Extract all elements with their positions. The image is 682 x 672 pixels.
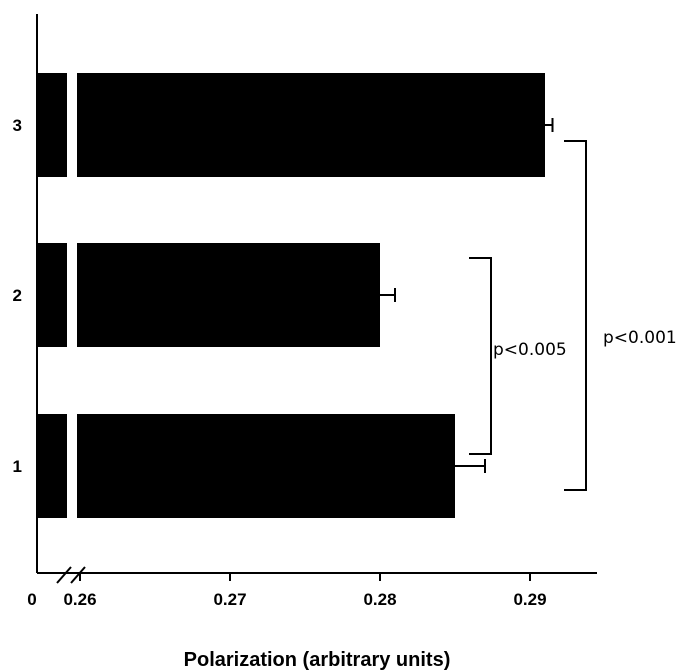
y-tick-label-2: 2 [13, 286, 22, 305]
axes-layer [36, 14, 597, 584]
significance-label-1: p<0.005 [493, 340, 567, 360]
significance-bracket-2 [564, 140, 587, 491]
bar-3-stub [37, 73, 67, 177]
axis-break-mark-1 [56, 566, 72, 584]
bar-1 [77, 414, 455, 518]
bar-2-stub [37, 243, 67, 347]
x-tick-label-0.26: 0.26 [63, 590, 96, 609]
significance-bracket-1 [469, 257, 492, 455]
y-tick-label-1: 1 [13, 457, 22, 476]
x-tick-label-0: 0 [27, 590, 36, 609]
x-tick-label-0.27: 0.27 [213, 590, 246, 609]
axis-break-mark-2 [70, 566, 86, 584]
y-tick-label-3: 3 [13, 116, 22, 135]
significance-label-2: p<0.001 [603, 328, 677, 348]
x-tick-label-0.28: 0.28 [363, 590, 396, 609]
annotations-layer: p<0.005 p<0.001 [469, 140, 677, 491]
bars-layer [37, 73, 554, 518]
ticks-layer: 1 2 3 0 0.26 0.27 0.28 0.29 [13, 116, 547, 609]
x-tick-label-0.29: 0.29 [513, 590, 546, 609]
bar-2 [77, 243, 380, 347]
bar-3 [77, 73, 545, 177]
bar-1-stub [37, 414, 67, 518]
x-axis-title: Polarization (arbitrary units) [184, 649, 451, 671]
